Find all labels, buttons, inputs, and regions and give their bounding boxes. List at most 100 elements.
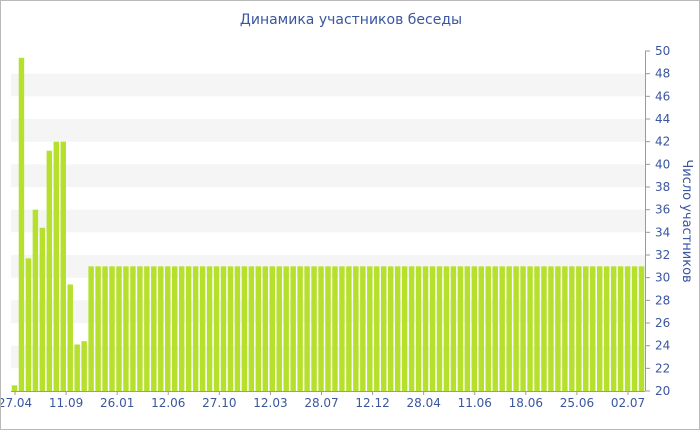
y-tick-label: 26 <box>655 316 670 330</box>
bar <box>32 209 39 391</box>
bar <box>241 266 248 391</box>
bar <box>165 266 171 391</box>
bar <box>597 266 603 391</box>
y-tick-label: 50 <box>655 44 670 58</box>
bar <box>576 266 582 391</box>
bar <box>158 266 164 391</box>
y-tick-label: 20 <box>655 384 670 398</box>
bar <box>95 266 101 391</box>
bar <box>422 266 429 391</box>
bar <box>318 266 324 391</box>
bar <box>394 266 401 391</box>
y-tick-label: 40 <box>655 157 670 171</box>
bar <box>185 266 192 391</box>
bar <box>116 266 122 391</box>
bar <box>534 266 540 391</box>
bar <box>67 284 73 391</box>
y-tick-label: 36 <box>655 203 670 217</box>
bar <box>429 266 436 391</box>
bar <box>583 266 589 391</box>
bar <box>464 266 471 391</box>
bar <box>387 266 394 391</box>
bar <box>178 266 185 391</box>
bar <box>478 266 484 391</box>
bar <box>339 266 345 391</box>
y-tick-label: 32 <box>655 248 670 262</box>
bar <box>374 266 380 391</box>
bar <box>401 266 408 391</box>
bar <box>415 266 422 391</box>
y-tick-label: 22 <box>655 361 670 375</box>
bar <box>485 266 491 391</box>
bar <box>304 266 310 391</box>
bar <box>541 266 547 391</box>
bar <box>151 266 157 391</box>
bar <box>206 266 213 391</box>
bar <box>520 266 526 391</box>
y-tick-label: 48 <box>655 67 670 81</box>
bar <box>276 266 282 391</box>
bar <box>492 266 498 391</box>
bar <box>60 141 66 391</box>
bar <box>436 266 443 391</box>
grid-band <box>11 209 645 233</box>
x-tick-label: 27.10 <box>202 396 236 410</box>
bar <box>408 266 415 391</box>
bar <box>74 344 80 391</box>
x-tick-label: 11.06 <box>458 396 492 410</box>
bar <box>457 266 464 391</box>
x-tick-label: 02.07 <box>611 396 645 410</box>
bar <box>360 266 366 391</box>
grid-band <box>11 73 645 97</box>
bar <box>109 266 115 391</box>
bar <box>213 266 220 391</box>
x-tick-label: 18.06 <box>509 396 543 410</box>
bar <box>443 266 450 391</box>
grid-band <box>11 164 645 187</box>
bar <box>367 266 373 391</box>
bar <box>255 266 262 391</box>
bar <box>569 266 575 391</box>
bar <box>262 266 269 391</box>
bar <box>283 266 289 391</box>
bar <box>603 266 610 391</box>
bar <box>123 266 129 391</box>
bar <box>11 385 18 391</box>
bar <box>506 266 512 391</box>
bar <box>638 266 645 391</box>
bar <box>555 266 561 391</box>
y-tick-label: 24 <box>655 339 670 353</box>
bar <box>137 266 143 391</box>
bar <box>346 266 352 391</box>
y-tick-label: 30 <box>655 271 670 285</box>
bar <box>102 266 108 391</box>
y-tick-label: 42 <box>655 135 670 149</box>
bar <box>562 266 568 391</box>
x-tick-label: 28.07 <box>304 396 338 410</box>
bar <box>548 266 554 391</box>
bar <box>471 266 478 391</box>
x-tick-label: 27.04 <box>1 396 32 410</box>
x-tick-label: 12.06 <box>151 396 185 410</box>
bar <box>311 266 317 391</box>
bar <box>353 266 359 391</box>
bar <box>46 150 53 391</box>
bar <box>631 266 638 391</box>
bar <box>499 266 505 391</box>
bar <box>248 266 255 391</box>
y-tick-label: 44 <box>655 112 670 126</box>
chart-title: Динамика участников беседы <box>239 12 463 28</box>
y-axis-title: Число участников <box>679 159 694 282</box>
x-tick-label: 11.09 <box>49 396 83 410</box>
bar <box>88 266 94 391</box>
bar <box>18 57 25 392</box>
bar <box>130 266 136 391</box>
bar <box>381 266 387 391</box>
bar <box>199 266 206 391</box>
y-tick-label: 46 <box>655 89 670 103</box>
y-tick-label: 28 <box>655 293 670 307</box>
x-tick-label: 25.06 <box>560 396 594 410</box>
bar <box>610 266 617 391</box>
x-tick-label: 26.01 <box>100 396 134 410</box>
